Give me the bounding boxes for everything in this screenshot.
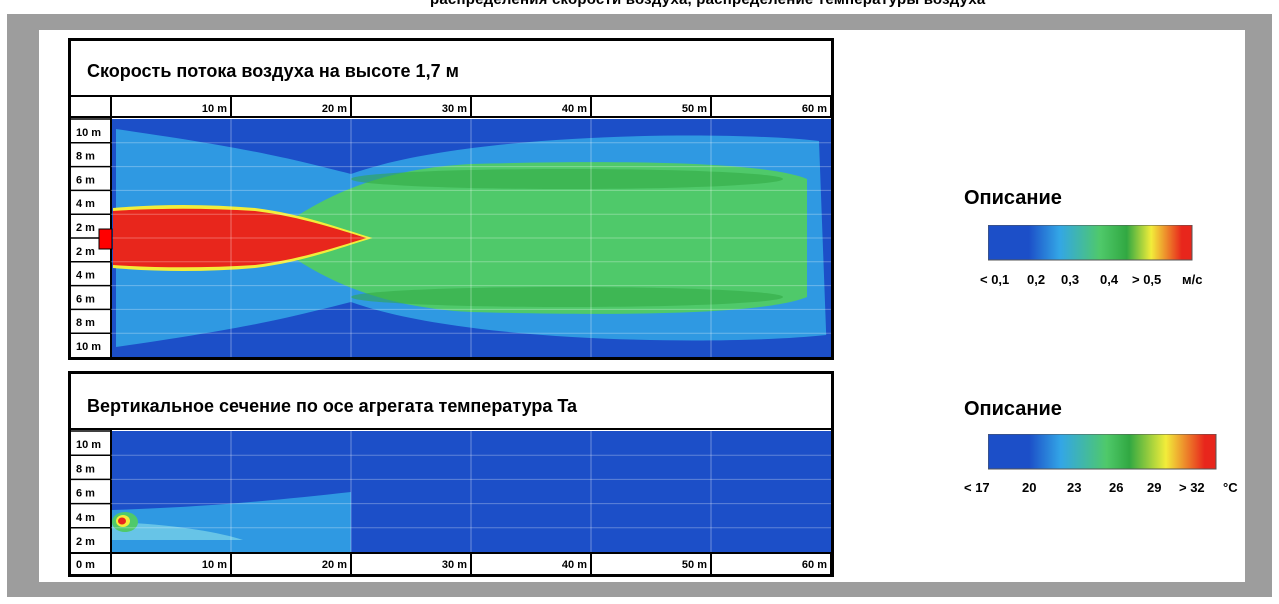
y-tick-label: 2 m <box>76 222 95 234</box>
temperature-legend-tick: < 17 <box>964 480 990 495</box>
heat-region-streak-upper <box>351 169 783 189</box>
x-tick-label: 10 m <box>202 103 227 115</box>
velocity-legend-tick: > 0,5 <box>1132 272 1162 287</box>
x-tick-label: 50 m <box>682 103 707 115</box>
y-tick-label: 8 m <box>76 317 95 329</box>
page-header-strip: распределения скорости воздуха, распреде… <box>0 0 1279 14</box>
y-tick-label: 6 m <box>76 293 95 305</box>
x-tick-label: 10 m <box>202 559 227 571</box>
velocity-legend-tick: 0,3 <box>1061 272 1080 287</box>
y-tick-label: 2 m <box>76 246 95 258</box>
heat-region-streak-lower <box>351 287 783 307</box>
y-tick-label: 4 m <box>76 270 95 282</box>
y-tick-label: 6 m <box>76 488 95 500</box>
y-tick-label: 2 m <box>76 536 95 548</box>
temperature-chart-svg: 0 m 10 m 20 m 30 m 40 m 50 m 60 m 10 m 8 m 6 m 4 … <box>71 428 831 574</box>
x-tick-label: 30 m <box>442 103 467 115</box>
velocity-legend-tick: 0,2 <box>1027 272 1046 287</box>
temperature-legend-tick: 29 <box>1147 480 1162 495</box>
x-tick-label: 20 m <box>322 559 347 571</box>
x-tick-label: 20 m <box>322 103 347 115</box>
x-tick-label: 40 m <box>562 559 587 571</box>
temperature-legend-tick: 20 <box>1022 480 1037 495</box>
velocity-chart: Скорость потока воздуха на высоте 1,7 м … <box>68 38 834 360</box>
temperature-legend-title: Описание <box>964 398 1062 420</box>
y-tick-label: 4 m <box>76 512 95 524</box>
figure-frame: Скорость потока воздуха на высоте 1,7 м … <box>7 14 1272 597</box>
y-tick-label: 6 m <box>76 174 95 186</box>
heat-region-warmer <box>112 522 243 540</box>
y-tick-label: 10 m <box>76 341 101 353</box>
temperature-chart: Вертикальное сечение по осе агрегата тем… <box>68 371 834 577</box>
velocity-legend-unit: м/с <box>1182 272 1203 287</box>
air-outlet-marker <box>98 228 113 250</box>
temperature-legend-tick: > 32 <box>1179 480 1205 495</box>
y-tick-label: 8 m <box>76 463 95 475</box>
y-tick-label: 8 m <box>76 151 95 163</box>
heat-region-medium <box>267 162 807 314</box>
x-tick-label: 50 m <box>682 559 707 571</box>
x-tick-label: 60 m <box>802 103 827 115</box>
temperature-legend-colorbar <box>988 434 1217 470</box>
x-tick-label: 30 m <box>442 559 467 571</box>
velocity-chart-title: Скорость потока воздуха на высоте 1,7 м <box>87 61 459 81</box>
velocity-legend-title: Описание <box>964 187 1062 209</box>
figure-panel: Скорость потока воздуха на высоте 1,7 м … <box>39 30 1245 582</box>
temperature-chart-title: Вертикальное сечение по осе агрегата тем… <box>87 396 578 416</box>
temperature-legend-unit: °C <box>1223 480 1238 495</box>
page-header-title: распределения скорости воздуха, распреде… <box>430 0 985 8</box>
velocity-legend-colorbar <box>988 225 1193 261</box>
x-tick-label: 60 m <box>802 559 827 571</box>
velocity-legend-tick: 0,4 <box>1100 272 1119 287</box>
y-tick-label: 10 m <box>76 127 101 139</box>
y-tick-label: 4 m <box>76 198 95 210</box>
velocity-legend-tick: < 0,1 <box>980 272 1010 287</box>
x-tick-label: 40 m <box>562 103 587 115</box>
heat-region-max <box>113 208 367 268</box>
y-tick-label: 10 m <box>76 439 101 451</box>
x-tick-label: 0 m <box>76 559 95 571</box>
heat-region-hot-core <box>118 517 126 525</box>
velocity-chart-svg: 10 m 20 m 30 m 40 m 50 m 60 m 10 m 8 m 6 m 4 m 2 … <box>71 95 831 357</box>
temperature-legend-tick: 23 <box>1067 480 1082 495</box>
temperature-legend-tick: 26 <box>1109 480 1124 495</box>
